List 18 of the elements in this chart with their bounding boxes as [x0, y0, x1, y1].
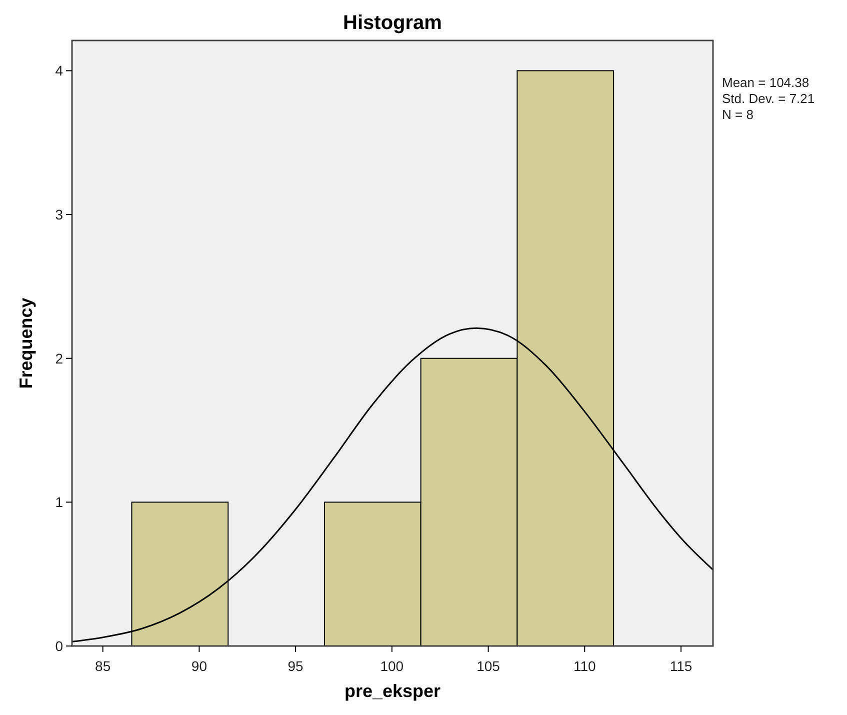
- x-tick-label: 95: [288, 658, 304, 674]
- y-tick-label: 1: [55, 494, 64, 510]
- text: Std. Dev. = 7.21: [722, 91, 815, 106]
- text: N = 8: [722, 107, 754, 122]
- x-tick-label: 115: [670, 658, 692, 674]
- y-axis-title: Frequency: [16, 298, 36, 389]
- x-tick-label: 110: [573, 658, 596, 674]
- x-axis-title: pre_eksper: [344, 681, 441, 701]
- x-tick-label: 85: [95, 658, 111, 674]
- y-tick-label: 4: [55, 62, 64, 79]
- y-tick-label: 3: [55, 206, 64, 223]
- chart-title: Histogram: [343, 12, 442, 34]
- y-tick-label: 2: [55, 350, 64, 366]
- x-tick-label: 100: [380, 658, 404, 674]
- x-tick-label: 105: [476, 658, 500, 674]
- text: Mean = 104.38: [722, 75, 810, 90]
- y-tick-label: 0: [55, 638, 64, 654]
- x-tick-label: 90: [191, 658, 208, 674]
